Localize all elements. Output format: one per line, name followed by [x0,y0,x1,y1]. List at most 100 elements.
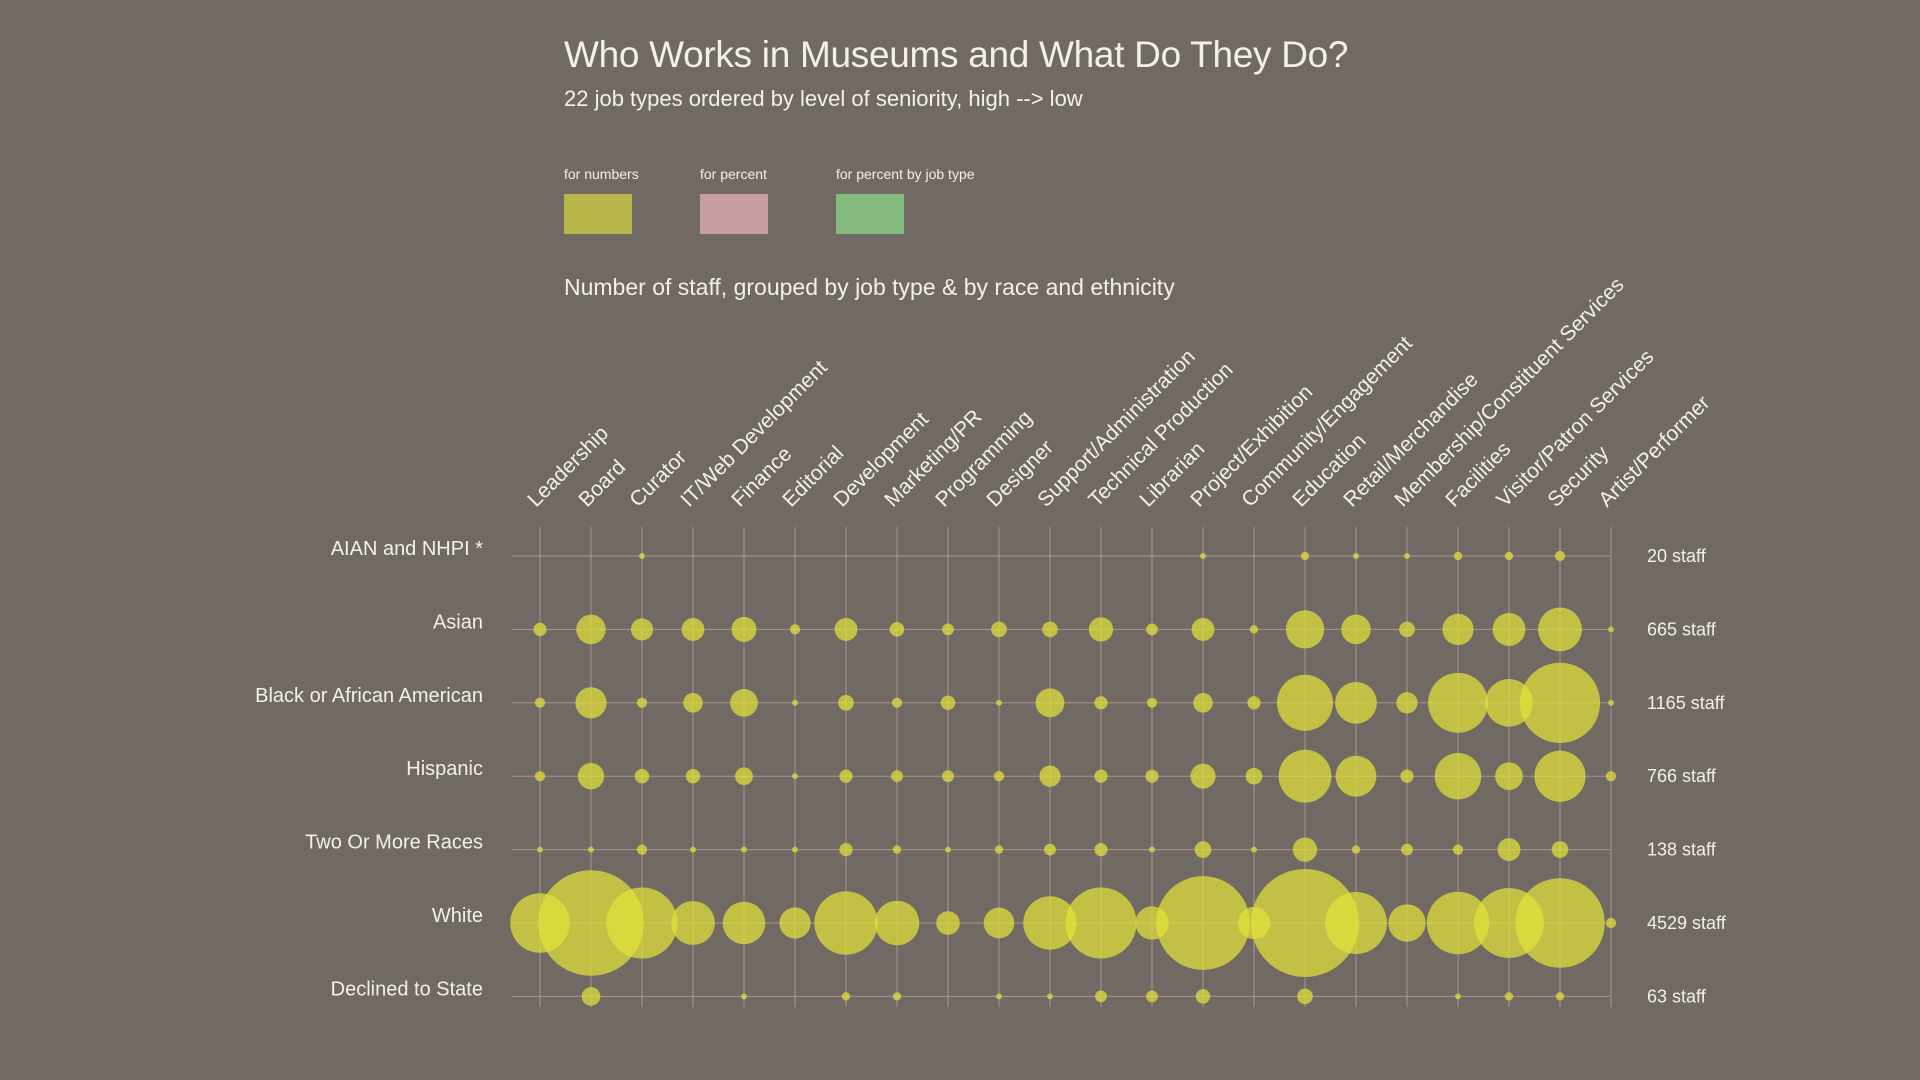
bubble-declined-to-state-designer[interactable]: Declined to State / Designer: 1 [996,993,1002,1000]
bubble-black-or-african-american-development[interactable]: Black or African American / Development:… [838,694,854,711]
bubble-black-or-african-american-facilities[interactable]: Black or African American / Facilities: … [1428,672,1488,733]
bubble-two-or-more-races-designer[interactable]: Two Or More Races / Designer: 2 [994,845,1004,854]
bubble-hispanic-curator[interactable]: Hispanic / Curator: 6 [634,768,650,784]
bubble-black-or-african-american-it-web-development[interactable]: Black or African American / IT/Web Devel… [683,693,703,713]
bubble-two-or-more-races-leadership[interactable]: Two Or More Races / Leadership: 1 [537,846,543,853]
bubble-white-designer[interactable]: White / Designer: 27 [983,907,1015,939]
bubble-two-or-more-races-it-web-development[interactable]: Two Or More Races / IT/Web Development: … [690,846,696,853]
bubble-declined-to-state-visitor-patron-services[interactable]: Declined to State / Visitor/Patron Servi… [1504,992,1514,1001]
bubble-asian-security[interactable]: Asian / Security: 55 [1538,607,1582,652]
bubble-two-or-more-races-security[interactable]: Two Or More Races / Security: 8 [1551,841,1569,858]
bubble-black-or-african-american-board[interactable]: Black or African American / Board: 28 [575,687,607,719]
bubble-white-artist-performer[interactable]: White / Artist/Performer: 3 [1605,917,1617,929]
bubble-white-security[interactable]: White / Security: 230 [1515,878,1605,968]
bubble-two-or-more-races-project-exhibition[interactable]: Two Or More Races / Project/Exhibition: … [1194,841,1212,858]
bubble-black-or-african-american-visitor-patron-services[interactable]: Black or African American / Visitor/Patr… [1485,679,1533,727]
bubble-aian-and-nhpi-visitor-patron-services[interactable]: AIAN and NHPI * / Visitor/Patron Service… [1504,551,1514,561]
bubble-asian-visitor-patron-services[interactable]: Asian / Visitor/Patron Services: 31 [1492,612,1526,646]
bubble-black-or-african-american-editorial[interactable]: Black or African American / Editorial: 1 [792,699,798,706]
bubble-black-or-african-american-membership-constituent-services[interactable]: Black or African American / Membership/C… [1396,692,1418,714]
bubble-two-or-more-races-programming[interactable]: Two Or More Races / Programming: 1 [945,846,951,853]
bubble-asian-marketing-pr[interactable]: Asian / Marketing/PR: 6 [889,622,905,637]
bubble-two-or-more-races-curator[interactable]: Two Or More Races / Curator: 3 [636,844,648,855]
bubble-hispanic-designer[interactable]: Hispanic / Designer: 3 [993,771,1005,782]
bubble-aian-and-nhpi-education[interactable]: AIAN and NHPI * / Education: 2 [1300,551,1310,561]
bubble-declined-to-state-finance[interactable]: Declined to State / Finance: 1 [741,993,747,1000]
bubble-two-or-more-races-retail-merchandise[interactable]: Two Or More Races / Retail/Merchandise: … [1351,845,1361,854]
bubble-asian-facilities[interactable]: Asian / Facilities: 28 [1442,613,1474,646]
bubble-two-or-more-races-visitor-patron-services[interactable]: Two Or More Races / Visitor/Patron Servi… [1497,838,1521,862]
bubble-white-project-exhibition[interactable]: White / Project/Exhibition: 252 [1156,876,1250,970]
bubble-white-facilities[interactable]: White / Facilities: 112 [1426,891,1490,955]
bubble-two-or-more-races-development[interactable]: Two Or More Races / Development: 5 [839,843,853,857]
bubble-two-or-more-races-support-administration[interactable]: Two Or More Races / Support/Administrati… [1044,843,1056,856]
bubble-hispanic-support-administration[interactable]: Hispanic / Support/Administration: 13 [1039,765,1061,787]
bubble-asian-librarian[interactable]: Asian / Librarian: 4 [1146,623,1158,636]
bubble-white-retail-merchandise[interactable]: White / Retail/Merchandise: 110 [1325,892,1387,954]
bubble-declined-to-state-security[interactable]: Declined to State / Security: 2 [1555,992,1565,1001]
bubble-white-finance[interactable]: White / Finance: 52 [722,901,766,945]
bubble-hispanic-education[interactable]: Hispanic / Education: 80 [1278,749,1332,803]
bubble-white-editorial[interactable]: White / Editorial: 28 [779,907,811,939]
bubble-black-or-african-american-community-engagement[interactable]: Black or African American / Community/En… [1247,696,1261,710]
bubble-hispanic-leadership[interactable]: Hispanic / Leadership: 3 [534,771,546,782]
bubble-white-support-administration[interactable]: White / Support/Administration: 82 [1023,896,1077,950]
bubble-declined-to-state-development[interactable]: Declined to State / Development: 2 [841,992,851,1001]
bubble-white-education[interactable]: White / Education: 335 [1251,869,1359,977]
bubble-asian-support-administration[interactable]: Asian / Support/Administration: 7 [1042,621,1058,638]
bubble-aian-and-nhpi-membership-constituent-services[interactable]: AIAN and NHPI * / Membership/Constituent… [1404,553,1410,559]
legend-item-percent[interactable]: for percent [700,166,768,234]
bubble-black-or-african-american-education[interactable]: Black or African American / Education: 9… [1277,674,1333,731]
bubble-hispanic-community-engagement[interactable]: Hispanic / Community/Engagement: 8 [1245,767,1263,785]
bubble-asian-programming[interactable]: Asian / Programming: 4 [942,623,954,636]
bubble-hispanic-technical-production[interactable]: Hispanic / Technical Production: 5 [1094,769,1108,783]
bubble-aian-and-nhpi-security[interactable]: AIAN and NHPI * / Security: 3 [1554,550,1566,562]
bubble-asian-retail-merchandise[interactable]: Asian / Retail/Merchandise: 25 [1341,614,1371,645]
bubble-two-or-more-races-editorial[interactable]: Two Or More Races / Editorial: 1 [792,846,798,853]
bubble-white-it-web-development[interactable]: White / IT/Web Development: 55 [671,901,715,945]
bubble-asian-technical-production[interactable]: Asian / Technical Production: 17 [1088,617,1114,642]
bubble-asian-it-web-development[interactable]: Asian / IT/Web Development: 15 [681,617,705,641]
bubble-white-curator[interactable]: White / Curator: 145 [606,887,678,959]
bubble-asian-designer[interactable]: Asian / Designer: 7 [991,621,1007,638]
bubble-black-or-african-american-leadership[interactable]: Black or African American / Leadership: … [534,697,546,708]
bubble-hispanic-board[interactable]: Hispanic / Board: 20 [577,763,605,790]
bubble-two-or-more-races-technical-production[interactable]: Two Or More Races / Technical Production… [1094,843,1108,857]
bubble-asian-project-exhibition[interactable]: Asian / Project/Exhibition: 15 [1191,617,1215,641]
bubble-black-or-african-american-retail-merchandise[interactable]: Black or African American / Retail/Merch… [1335,681,1377,724]
bubble-hispanic-security[interactable]: Hispanic / Security: 75 [1534,750,1586,802]
bubble-declined-to-state-librarian[interactable]: Declined to State / Librarian: 4 [1146,990,1158,1003]
bubble-aian-and-nhpi-curator[interactable]: AIAN and NHPI * / Curator: 1 [639,553,645,559]
bubble-asian-artist-performer[interactable]: Asian / Artist/Performer: 1 [1608,626,1614,633]
legend-swatch-percent-by-job-type[interactable] [836,194,904,234]
bubble-two-or-more-races-finance[interactable]: Two Or More Races / Finance: 1 [741,846,747,853]
bubble-declined-to-state-technical-production[interactable]: Declined to State / Technical Production… [1095,990,1107,1003]
bubble-hispanic-project-exhibition[interactable]: Hispanic / Project/Exhibition: 18 [1190,763,1216,789]
bubble-hispanic-it-web-development[interactable]: Hispanic / IT/Web Development: 6 [685,768,701,784]
bubble-hispanic-artist-performer[interactable]: Hispanic / Artist/Performer: 3 [1605,771,1617,782]
bubble-asian-education[interactable]: Asian / Education: 42 [1285,610,1325,649]
bubble-declined-to-state-marketing-pr[interactable]: Declined to State / Marketing/PR: 2 [892,992,902,1001]
bubble-declined-to-state-board[interactable]: Declined to State / Board: 10 [581,987,601,1006]
bubble-asian-leadership[interactable]: Asian / Leadership: 5 [533,622,547,637]
bubble-white-membership-constituent-services[interactable]: White / Membership/Constituent Services:… [1388,904,1426,942]
bubble-white-programming[interactable]: White / Programming: 16 [936,911,960,935]
bubble-white-development[interactable]: White / Development: 115 [814,891,878,955]
bubble-asian-board[interactable]: Asian / Board: 25 [576,614,606,645]
bubble-two-or-more-races-education[interactable]: Two Or More Races / Education: 17 [1292,837,1318,862]
legend-swatch-percent[interactable] [700,194,768,234]
bubble-hispanic-retail-merchandise[interactable]: Hispanic / Retail/Merchandise: 48 [1335,755,1377,797]
bubble-asian-editorial[interactable]: Asian / Editorial: 3 [789,624,801,635]
bubble-hispanic-editorial[interactable]: Hispanic / Editorial: 1 [792,773,798,780]
bubble-hispanic-finance[interactable]: Hispanic / Finance: 9 [735,767,753,786]
bubble-declined-to-state-facilities[interactable]: Declined to State / Facilities: 1 [1455,993,1461,1000]
bubble-two-or-more-races-board[interactable]: Two Or More Races / Board: 1 [588,846,594,853]
bubble-black-or-african-american-technical-production[interactable]: Black or African American / Technical Pr… [1094,696,1108,710]
bubble-two-or-more-races-facilities[interactable]: Two Or More Races / Facilities: 3 [1452,844,1464,855]
legend-swatch-numbers[interactable] [564,194,632,234]
bubble-aian-and-nhpi-project-exhibition[interactable]: AIAN and NHPI * / Project/Exhibition: 1 [1200,553,1206,559]
bubble-white-marketing-pr[interactable]: White / Marketing/PR: 57 [874,900,920,946]
bubble-black-or-african-american-programming[interactable]: Black or African American / Programming:… [940,695,956,711]
bubble-white-board[interactable]: White / Board: 320 [538,870,644,976]
bubble-asian-finance[interactable]: Asian / Finance: 18 [731,616,757,642]
